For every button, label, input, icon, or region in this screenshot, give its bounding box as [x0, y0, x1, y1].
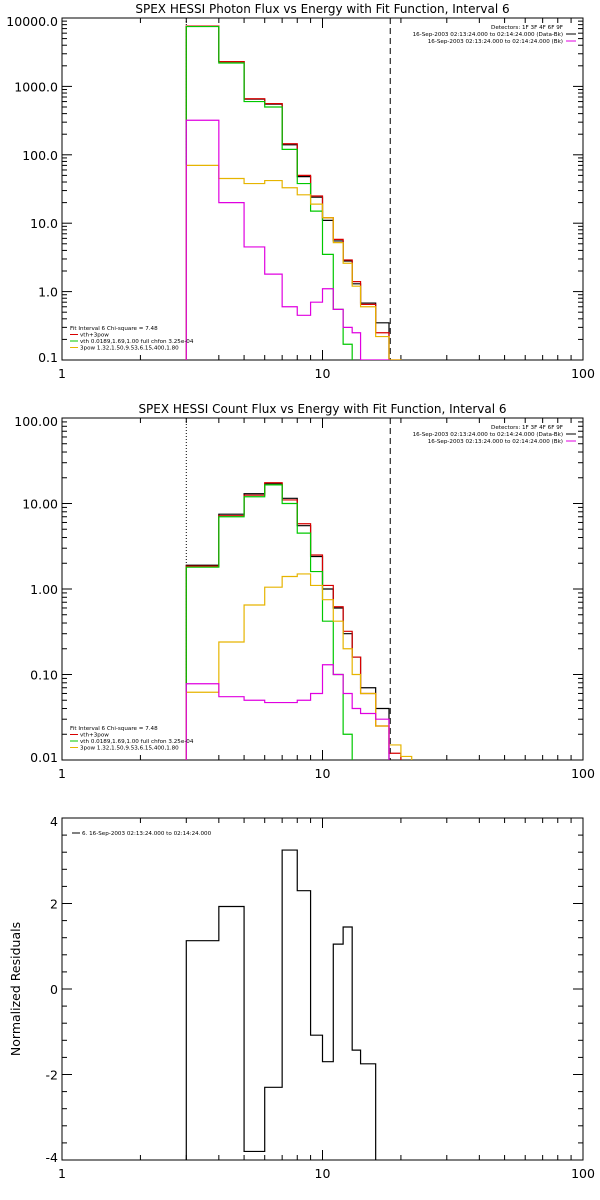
x-tick-label: 100 [571, 366, 595, 381]
y-tick-label: 1.00 [30, 582, 58, 597]
series-1-step-line [185, 25, 390, 360]
chart-panel-2: SPEX HESSI Count Flux vs Energy with Fit… [14, 402, 595, 781]
series-5-step-line [185, 119, 390, 360]
y-tick-label: 10.0 [30, 216, 58, 231]
x-tick-label: 1 [58, 1166, 66, 1181]
chart-title: SPEX HESSI Count Flux vs Energy with Fit… [138, 402, 506, 416]
series-1-step-line [185, 849, 377, 1160]
info-text-line: 16-Sep-2003 02:13:24.000 to 02:14:24.000… [413, 432, 563, 438]
y-tick-label: -2 [46, 1068, 58, 1083]
x-tick-label: 1 [58, 766, 66, 781]
chart-title: SPEX HESSI Photon Flux vs Energy with Fi… [135, 2, 509, 16]
fit-legend-text: Fit Interval 6 Chi-square = 7.48 [70, 326, 158, 332]
y-tick-label: 4 [50, 814, 58, 829]
fit-legend-text: vth+3pow [80, 333, 109, 339]
series-5-step-line [185, 664, 390, 760]
series-1-step-line [185, 483, 390, 760]
x-tick-label: 100 [571, 1166, 595, 1181]
y-tick-label: 0 [50, 982, 58, 997]
y-tick-label: 0.10 [30, 668, 58, 683]
fit-legend-text: 3pow 1.32,1.50,9.53,6.15,400,1.80 [80, 346, 179, 352]
y-tick-label: 100.00 [14, 414, 58, 429]
series-3-step-line [185, 25, 353, 360]
info-text-line: Detectors: 1F 3F 4F 6F 9F [491, 25, 563, 31]
y-tick-label: 10000.0 [6, 14, 58, 29]
chart-panel-1: SPEX HESSI Photon Flux vs Energy with Fi… [6, 2, 595, 381]
series-3-step-line [185, 484, 353, 760]
fit-legend-text: vth 0.0189,1.69,1.00 full chfon 3.25e-04 [80, 739, 194, 745]
series-2-step-line [185, 25, 402, 360]
series-4-step-line [185, 573, 413, 760]
series-4-step-line [185, 164, 402, 360]
info-text-line: 16-Sep-2003 02:13:24.000 to 02:14:24.000… [413, 32, 563, 38]
plot-frame [61, 17, 584, 361]
info-text-line: 16-Sep-2003 02:13:24.000 to 02:14:24.000… [428, 39, 563, 45]
y-tick-label: 1.0 [38, 285, 58, 300]
y-tick-label: 100.0 [22, 148, 58, 163]
info-text-line: 16-Sep-2003 02:13:24.000 to 02:14:24.000… [428, 439, 563, 445]
fit-legend-text: 3pow 1.32,1.50,9.53,6.15,400,1.80 [80, 746, 179, 752]
y-tick-label: 0.01 [30, 750, 58, 765]
y-tick-label: 2 [50, 897, 58, 912]
y-tick-label: 0.1 [38, 350, 58, 365]
x-tick-label: 10 [315, 366, 331, 381]
x-tick-label: 10 [315, 1166, 331, 1181]
x-tick-label: 10 [315, 766, 331, 781]
y-axis-label: Normalized Residuals [8, 922, 23, 1056]
y-tick-label: 1000.0 [14, 79, 58, 94]
y-tick-label: -4 [46, 1150, 59, 1165]
y-tick-label: 10.00 [22, 497, 58, 512]
fit-legend-text: Fit Interval 6 Chi-square = 7.48 [70, 726, 158, 732]
x-tick-label: 100 [571, 766, 595, 781]
fit-legend-text: vth+3pow [80, 733, 109, 739]
residual-legend-text: 6. 16-Sep-2003 02:13:24.000 to 02:14:24.… [82, 831, 212, 837]
plot-frame [61, 817, 584, 1161]
info-text-line: Detectors: 1F 3F 4F 6F 9F [491, 425, 563, 431]
x-tick-label: 1 [58, 366, 66, 381]
chart-panel-3: 1 10 100 -4 -2 0 2 4 Normalized Residuals 6. 16-S… [8, 814, 595, 1181]
fit-legend-text: vth 0.0189,1.69,1.00 full chfon 3.25e-04 [80, 339, 194, 345]
